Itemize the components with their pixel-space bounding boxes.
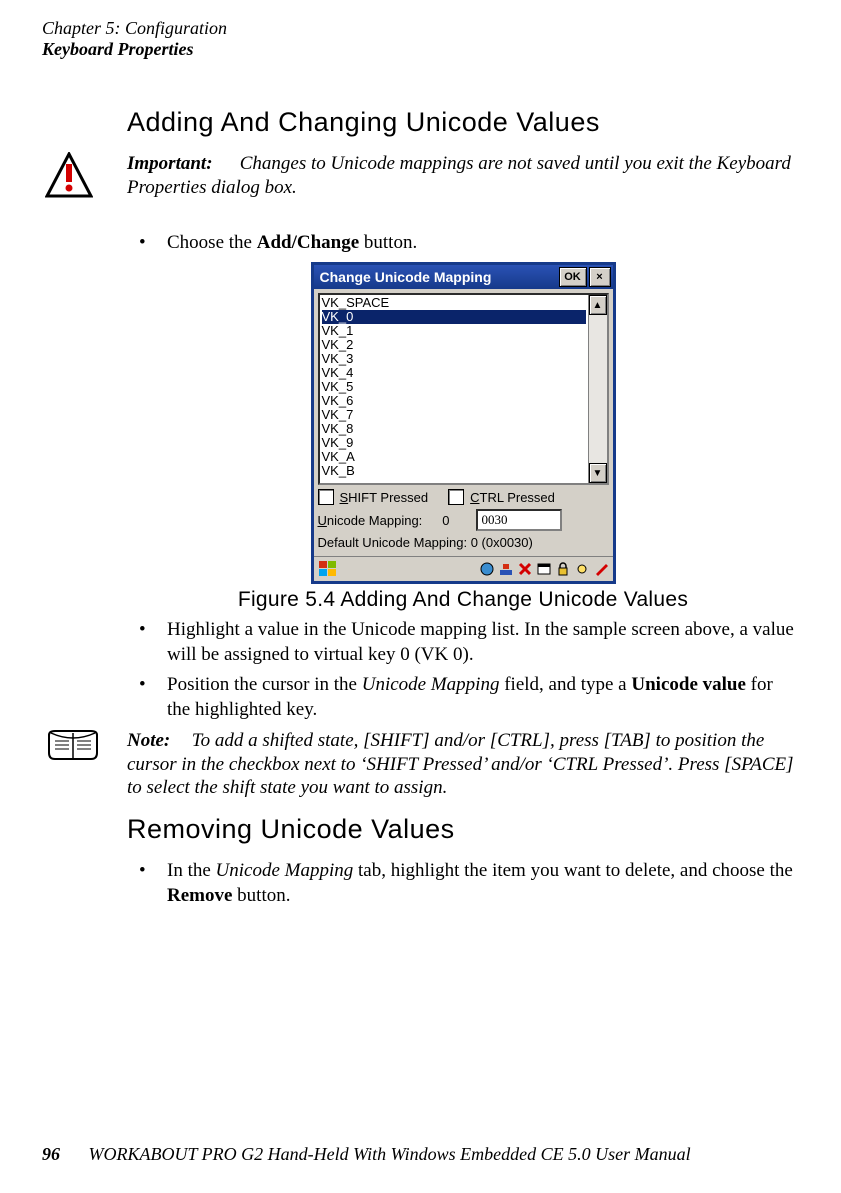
ctrl-pressed-checkbox[interactable] xyxy=(448,489,464,505)
close-button[interactable]: × xyxy=(589,267,611,287)
list-item[interactable]: VK_6 xyxy=(322,394,586,408)
ok-button[interactable]: OK xyxy=(559,267,587,287)
important-label: Important: xyxy=(127,152,235,176)
running-head-chapter: Chapter 5: Configuration xyxy=(42,18,799,39)
start-icon[interactable] xyxy=(318,560,338,578)
warning-icon xyxy=(45,152,127,213)
dialog-change-unicode-mapping: Change Unicode Mapping OK × VK_SPACEVK_0… xyxy=(311,262,616,584)
bullet-position-cursor: Position the cursor in the Unicode Mappi… xyxy=(127,673,799,722)
scroll-up-button[interactable]: ▲ xyxy=(589,295,607,315)
note-icon xyxy=(45,729,127,768)
tray-pen-icon[interactable] xyxy=(593,561,609,577)
ctrl-pressed-label: CTRL Pressed xyxy=(470,490,555,505)
list-item[interactable]: VK_4 xyxy=(322,366,586,380)
list-item[interactable]: VK_8 xyxy=(322,422,586,436)
scroll-down-button[interactable]: ▼ xyxy=(589,463,607,483)
note-body: Note: To add a shifted state, [SHIFT] an… xyxy=(127,729,799,800)
important-note: Important: Changes to Unicode mappings a… xyxy=(127,152,799,200)
list-item[interactable]: VK_B xyxy=(322,464,586,478)
shift-pressed-label: SHIFT Pressed xyxy=(340,490,429,505)
default-mapping-label: Default Unicode Mapping: 0 (0x0030) xyxy=(318,535,533,550)
list-item[interactable]: VK_3 xyxy=(322,352,586,366)
list-item[interactable]: VK_0 xyxy=(322,310,586,324)
dialog-title: Change Unicode Mapping xyxy=(320,269,557,285)
scrollbar[interactable]: ▲ ▼ xyxy=(588,295,607,483)
scroll-track[interactable] xyxy=(589,315,607,463)
unicode-mapping-label: Unicode Mapping: xyxy=(318,513,423,528)
shift-pressed-checkbox[interactable] xyxy=(318,489,334,505)
heading-adding-changing: Adding And Changing Unicode Values xyxy=(127,107,799,138)
note-text: To add a shifted state, [SHIFT] and/or [… xyxy=(127,730,794,799)
figure-caption: Figure 5.4 Adding And Change Unicode Val… xyxy=(127,588,799,612)
list-item[interactable]: VK_SPACE xyxy=(322,296,586,310)
list-item[interactable]: VK_1 xyxy=(322,324,586,338)
tray-globe-icon[interactable] xyxy=(479,561,495,577)
vk-listbox[interactable]: VK_SPACEVK_0VK_1VK_2VK_3VK_4VK_5VK_6VK_7… xyxy=(320,295,588,483)
list-item[interactable]: VK_7 xyxy=(322,408,586,422)
unicode-mapping-char: 0 xyxy=(442,513,449,528)
footer-manual-title: WORKABOUT PRO G2 Hand-Held With Windows … xyxy=(89,1144,691,1164)
tray-cross-icon[interactable] xyxy=(517,561,533,577)
heading-removing: Removing Unicode Values xyxy=(127,814,799,845)
bullet-highlight-value: Highlight a value in the Unicode mapping… xyxy=(127,618,799,667)
taskbar xyxy=(314,556,613,581)
list-item[interactable]: VK_A xyxy=(322,450,586,464)
tray-light-icon[interactable] xyxy=(574,561,590,577)
tray-network-icon[interactable] xyxy=(498,561,514,577)
bullet-choose-add-change: Choose the Add/Change button. xyxy=(127,231,799,256)
page-number: 96 xyxy=(42,1144,60,1164)
bullet-remove: In the Unicode Mapping tab, highlight th… xyxy=(127,859,799,908)
note-label: Note: xyxy=(127,729,187,753)
tray-lock-icon[interactable] xyxy=(555,561,571,577)
list-item[interactable]: VK_5 xyxy=(322,380,586,394)
list-item[interactable]: VK_2 xyxy=(322,338,586,352)
page-footer: 96 WORKABOUT PRO G2 Hand-Held With Windo… xyxy=(42,1144,799,1165)
unicode-mapping-input[interactable]: 0030 xyxy=(476,509,562,531)
tray-card-icon[interactable] xyxy=(536,561,552,577)
running-head-section: Keyboard Properties xyxy=(42,39,799,60)
list-item[interactable]: VK_9 xyxy=(322,436,586,450)
